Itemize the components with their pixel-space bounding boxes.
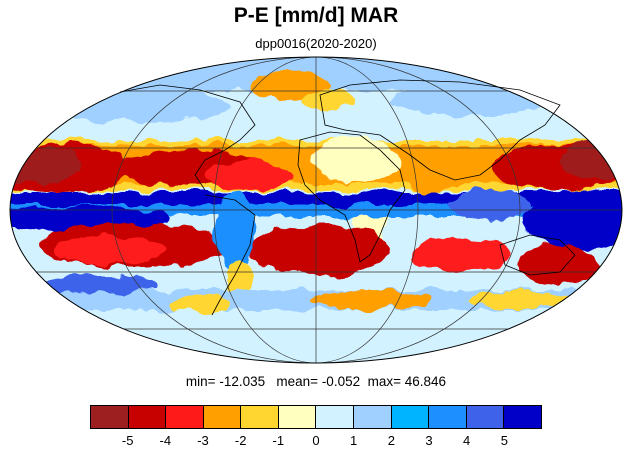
stat-max-value: 46.846 <box>404 374 447 389</box>
colorbar-tick-label: 1 <box>350 433 358 448</box>
colorbar-box <box>128 406 167 428</box>
colorbar-tick-label: 3 <box>425 433 433 448</box>
colorbar-box <box>241 406 279 428</box>
figure-title: P-E [mm/d] MAR <box>233 4 399 27</box>
colorbar-tick-label: 0 <box>312 433 320 448</box>
colorbar-box <box>504 406 541 428</box>
stats-line: min= -12.035 mean= -0.052 max= 46.846 <box>0 374 632 389</box>
colorbar <box>90 405 542 429</box>
stat-mean-label: mean= <box>276 374 319 389</box>
colorbar-tick-label: -5 <box>121 433 134 448</box>
colorbar-ticks: -5 -4 -3 -2 -1 0 1 2 3 4 5 <box>90 433 542 451</box>
stat-min-value: -12.035 <box>219 374 266 389</box>
colorbar-tick-label: -3 <box>197 433 209 448</box>
colorbar-tick-label: 4 <box>463 433 471 448</box>
colorbar-box <box>466 406 505 428</box>
colorbar-tick-label: -1 <box>272 433 285 448</box>
colorbar-box <box>166 406 204 428</box>
map-coastlines <box>119 79 576 316</box>
colorbar-box <box>354 406 392 428</box>
colorbar-tick-label: -4 <box>159 433 172 448</box>
colorbar-tick-label: -2 <box>234 433 247 448</box>
colorbar-box <box>278 406 317 428</box>
colorbar-box <box>391 406 430 428</box>
colorbar-tick-label: 2 <box>387 433 395 448</box>
colorbar-box <box>316 406 355 428</box>
colorbar-box <box>91 406 129 428</box>
stat-min-label: min= <box>185 374 216 389</box>
colorbar-box <box>203 406 242 428</box>
colorbar-box <box>429 406 467 428</box>
figure-subtitle: dpp0016(2020-2020) <box>255 36 377 51</box>
stat-mean-value: -0.052 <box>321 374 361 389</box>
colorbar-tick-label: 5 <box>500 433 508 448</box>
stat-max-label: max= <box>367 374 401 389</box>
globe-outline <box>9 56 623 364</box>
